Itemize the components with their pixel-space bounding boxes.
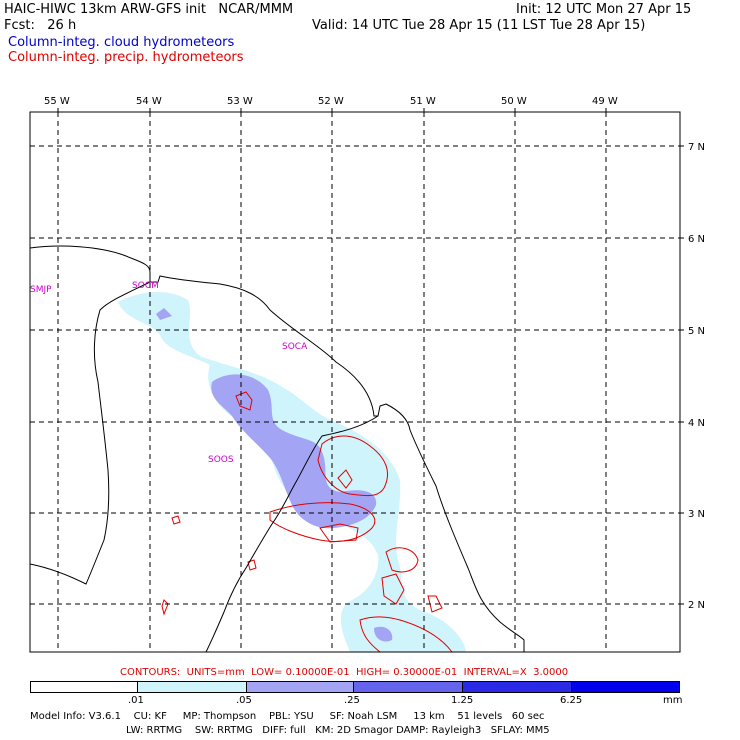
lat-label-2n: 2 N	[688, 600, 705, 611]
lon-label-52w: 52 W	[318, 96, 344, 107]
valid-time: Valid: 14 UTC Tue 28 Apr 15 (11 LST Tue …	[312, 18, 646, 33]
model-info-line1: Model Info: V3.6.1 CU: KF MP: Thompson P…	[30, 711, 545, 722]
colorbar-bin-5	[571, 681, 680, 693]
station-smjp: SMJP	[30, 285, 52, 295]
lat-label-4n: 4 N	[688, 418, 705, 429]
colorbar-tick-2: .25	[344, 695, 360, 706]
map-frame	[29, 111, 681, 653]
forecast-hour: Fcst: 26 h	[4, 18, 77, 33]
colorbar-bin-2	[246, 681, 354, 693]
colorbar-tick-0: .01	[128, 695, 144, 706]
colorbar-tick-4: 6.25	[560, 695, 583, 706]
axis-ticks	[57, 108, 684, 605]
coastlines	[29, 245, 525, 653]
precip-field-label: Column-integ. precip. hydrometeors	[8, 50, 244, 65]
contours-info: CONTOURS: UNITS=mm LOW= 0.10000E-01 HIGH…	[120, 667, 569, 678]
lon-label-53w: 53 W	[227, 96, 253, 107]
colorbar-tick-1: .05	[236, 695, 252, 706]
model-info-line2: LW: RRTMG SW: RRTMG DIFF: full KM: 2D Sm…	[126, 725, 550, 736]
lat-label-7n: 7 N	[688, 142, 705, 153]
lon-label-50w: 50 W	[501, 96, 527, 107]
colorbar-units: mm	[663, 695, 683, 706]
colorbar-tick-3: 1.25	[451, 695, 474, 706]
init-time: Init: 12 UTC Mon 27 Apr 15	[516, 2, 692, 17]
lat-label-5n: 5 N	[688, 326, 705, 337]
lon-label-51w: 51 W	[410, 96, 436, 107]
lon-label-49w: 49 W	[592, 96, 618, 107]
colorbar-bin-4	[462, 681, 572, 693]
colorbar-bin-0	[30, 681, 138, 693]
station-soca: SOCA	[282, 342, 308, 352]
colorbar-bin-1	[137, 681, 247, 693]
lat-label-6n: 6 N	[688, 234, 705, 245]
precip-contours	[161, 391, 454, 653]
cloud-field-label: Column-integ. cloud hydrometeors	[8, 35, 235, 50]
graticule	[30, 112, 680, 652]
colorbar-bin-3	[353, 681, 463, 693]
lat-label-3n: 3 N	[688, 509, 705, 520]
station-soos: SOOS	[208, 455, 234, 465]
lon-label-55w: 55 W	[44, 96, 70, 107]
model-title: HAIC-HIWC 13km ARW-GFS init NCAR/MMM	[4, 2, 294, 17]
station-socm: SOCM	[132, 281, 159, 291]
lon-label-54w: 54 W	[136, 96, 162, 107]
cloud-fill-medium	[156, 308, 393, 642]
